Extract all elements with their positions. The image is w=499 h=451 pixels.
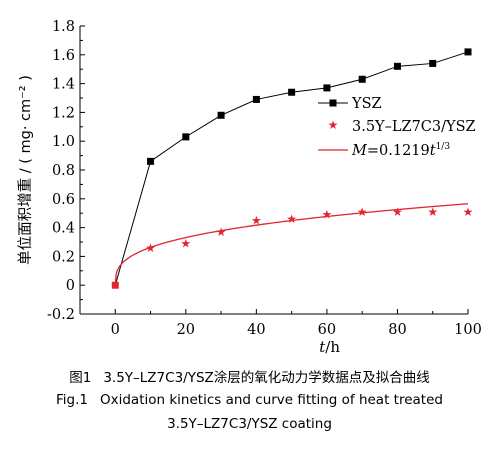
x-tick-label: 100 bbox=[454, 322, 482, 338]
coating-point: ★ bbox=[286, 212, 297, 226]
legend-coating-marker: ★ bbox=[328, 118, 339, 132]
y-tick-label: 1.6 bbox=[52, 48, 75, 64]
ysz-point bbox=[358, 75, 366, 83]
ysz-point bbox=[217, 111, 225, 119]
ysz-point bbox=[252, 95, 260, 103]
coating-point: ★ bbox=[392, 205, 403, 219]
oxidation-kinetics-chart: -0.2 0 0.2 0.4 0.6 0.8 1.0 1.2 1.4 1.6 1.8 0 20 40 60 8… bbox=[17, 19, 482, 356]
caption-english-line-2: 3.5Y–LZ7C3/YSZ coating bbox=[167, 416, 332, 432]
coating-point: ★ bbox=[322, 208, 333, 222]
legend-fit-var-t: t bbox=[430, 143, 436, 159]
ysz-series-line bbox=[114, 51, 469, 286]
x-tick-label: 20 bbox=[177, 322, 195, 338]
y-tick-label: 1.4 bbox=[52, 77, 75, 93]
y-axis-label: 单位面积增重 / ( mg· cm⁻² ) bbox=[17, 75, 34, 265]
legend-ysz-marker bbox=[329, 99, 337, 107]
y-tick-label: 0.4 bbox=[52, 221, 75, 237]
y-tick-label: 1.2 bbox=[52, 105, 75, 121]
y-tick-label: 0.8 bbox=[52, 163, 75, 179]
x-tick-label: 80 bbox=[388, 322, 406, 338]
caption-english: Fig.1 Oxidation kinetics and curve fittin… bbox=[0, 392, 499, 408]
legend: YSZ ★ 3.5Y–LZ7C3/YSZ M=0.1219t1/3 bbox=[318, 96, 476, 159]
x-tick-label: 40 bbox=[247, 322, 265, 338]
caption-chinese: 图1 3.5Y–LZ7C3/YSZ涂层的氧化动力学数据点及拟合曲线 bbox=[0, 366, 499, 386]
ysz-point bbox=[429, 59, 437, 67]
x-tick-label: 60 bbox=[318, 322, 336, 338]
caption-chinese-figure-number: 图1 bbox=[69, 370, 92, 386]
legend-coating-label: 3.5Y–LZ7C3/YSZ bbox=[352, 119, 476, 135]
legend-fit-label: M=0.1219t1/3 bbox=[351, 142, 450, 159]
x-axis-label-unit: /h bbox=[325, 338, 340, 356]
coating-point: ★ bbox=[251, 213, 262, 227]
y-tick-label: -0.2 bbox=[47, 307, 75, 323]
ysz-point bbox=[147, 157, 155, 165]
y-tick-label: 1.0 bbox=[52, 134, 75, 150]
legend-fit-var-m: M bbox=[351, 143, 368, 159]
coating-point: ★ bbox=[427, 205, 438, 219]
y-tick-label: 0.2 bbox=[52, 249, 75, 265]
ysz-point bbox=[111, 281, 119, 289]
x-tick-label: 0 bbox=[111, 322, 120, 338]
ysz-point bbox=[464, 48, 472, 56]
x-axis-label-var: t bbox=[319, 338, 326, 356]
coating-point: ★ bbox=[216, 225, 227, 239]
y-tick-label: 1.8 bbox=[52, 19, 75, 35]
ysz-point bbox=[288, 88, 296, 96]
y-tick-label: 0 bbox=[66, 278, 75, 294]
legend-fit-power: 1/3 bbox=[436, 142, 451, 152]
ysz-point bbox=[393, 62, 401, 70]
caption-english-text: Oxidation kinetics and curve fitting of … bbox=[100, 392, 443, 408]
x-axis-label: t/h bbox=[319, 338, 340, 356]
coating-point: ★ bbox=[463, 205, 474, 219]
axes: -0.2 0 0.2 0.4 0.6 0.8 1.0 1.2 1.4 1.6 1.8 0 20 40 60 8… bbox=[17, 19, 482, 356]
coating-point: ★ bbox=[357, 205, 368, 219]
coating-point: ★ bbox=[145, 241, 156, 255]
ysz-point bbox=[323, 84, 331, 92]
caption-chinese-text: 3.5Y–LZ7C3/YSZ涂层的氧化动力学数据点及拟合曲线 bbox=[103, 370, 430, 386]
caption-english-figure-number: Fig.1 bbox=[56, 392, 88, 408]
fit-curve bbox=[114, 203, 469, 286]
coating-point: ★ bbox=[180, 236, 191, 250]
plot-marks: ★ ★ ★ ★ ★ ★ ★ ★ ★ ★ bbox=[111, 48, 474, 289]
ysz-point bbox=[182, 133, 190, 141]
legend-ysz-label: YSZ bbox=[351, 96, 382, 112]
y-tick-label: 0.6 bbox=[52, 192, 75, 208]
legend-fit-coef: =0.1219 bbox=[367, 143, 430, 159]
